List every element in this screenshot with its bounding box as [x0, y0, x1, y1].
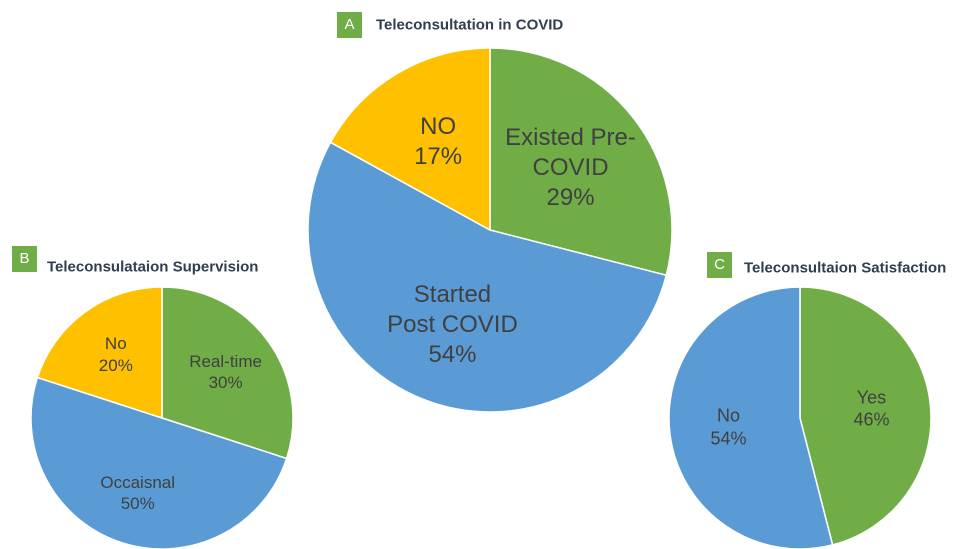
slice-category: Existed Pre-COVID	[505, 123, 636, 181]
slice-label: Real-time 30%	[176, 351, 276, 394]
slice-category: Real-time	[189, 351, 262, 371]
pie-slice	[799, 286, 932, 546]
slice-label: Yes 46%	[821, 386, 921, 431]
slice-value: 17%	[414, 143, 463, 171]
chart-title: Teleconsultation in COVID	[376, 16, 564, 34]
slice-category: Occaisnal	[100, 472, 176, 492]
slice-label: Started Post COVID 54%	[386, 280, 518, 370]
slice-value: 30%	[208, 372, 243, 392]
slice-value: 50%	[120, 493, 155, 513]
slice-category: No	[717, 405, 741, 426]
pie-slice	[307, 141, 668, 413]
pie-slice	[329, 47, 491, 232]
slice-value: 20%	[98, 355, 133, 375]
chart-title: Teleconsulataion Supervision	[47, 258, 259, 276]
slice-label: NO 17%	[372, 112, 504, 172]
pie-slice	[161, 286, 294, 460]
slice-label: Existed Pre-COVID 29%	[505, 123, 637, 213]
slice-value: 46%	[853, 409, 890, 430]
panel-badge: A	[337, 12, 362, 38]
slice-label: No 20%	[66, 333, 166, 376]
slice-category: No	[104, 334, 127, 354]
slice-category: NO	[420, 113, 457, 141]
pie-slice	[668, 286, 834, 549]
chart-title: Teleconsultaion Satisfaction	[744, 259, 947, 277]
slice-value: 29%	[546, 183, 595, 211]
slice-value: 54%	[710, 428, 747, 449]
slice-label: Occaisnal 50%	[88, 472, 188, 515]
pie-slice	[36, 286, 163, 420]
panel-badge: B	[12, 246, 37, 272]
slice-label: No 54%	[679, 405, 779, 450]
pie-slice	[489, 47, 673, 277]
slice-category: Started Post COVID	[387, 280, 518, 338]
slice-category: Yes	[856, 387, 887, 408]
pie-slice	[30, 376, 288, 549]
panel-badge: C	[707, 252, 732, 278]
slice-value: 54%	[428, 340, 477, 368]
